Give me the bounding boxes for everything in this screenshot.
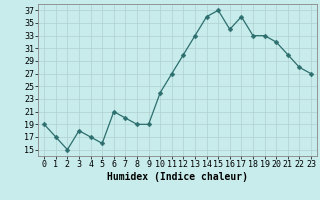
X-axis label: Humidex (Indice chaleur): Humidex (Indice chaleur) (107, 172, 248, 182)
